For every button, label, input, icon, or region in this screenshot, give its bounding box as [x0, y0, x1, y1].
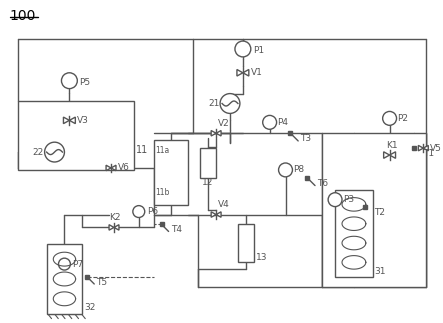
Text: T1: T1 — [424, 149, 435, 158]
Text: P6: P6 — [147, 207, 158, 216]
Text: V5: V5 — [430, 144, 442, 152]
Text: P3: P3 — [343, 195, 354, 204]
Text: T5: T5 — [96, 277, 107, 287]
Circle shape — [220, 94, 240, 113]
Circle shape — [328, 193, 342, 207]
Text: 32: 32 — [84, 303, 96, 312]
Circle shape — [45, 142, 64, 162]
Circle shape — [133, 206, 145, 217]
Text: K1: K1 — [387, 141, 398, 150]
Text: 13: 13 — [256, 253, 267, 262]
Polygon shape — [424, 145, 428, 151]
Bar — [335, 190, 373, 277]
Text: 11a: 11a — [155, 146, 170, 155]
Circle shape — [383, 111, 396, 125]
Polygon shape — [418, 145, 424, 151]
Polygon shape — [211, 130, 216, 136]
Text: K2: K2 — [109, 213, 120, 222]
Text: T6: T6 — [317, 179, 328, 188]
Circle shape — [235, 41, 251, 57]
Polygon shape — [63, 117, 70, 124]
Bar — [47, 244, 82, 314]
Bar — [322, 133, 426, 287]
Text: 22: 22 — [33, 148, 44, 157]
Text: 11b: 11b — [155, 188, 170, 197]
Polygon shape — [384, 152, 389, 158]
Polygon shape — [106, 165, 111, 171]
Circle shape — [62, 73, 78, 89]
Text: 11: 11 — [136, 145, 148, 155]
Text: V3: V3 — [78, 116, 89, 125]
Circle shape — [263, 115, 276, 129]
Polygon shape — [70, 117, 75, 124]
Polygon shape — [216, 130, 221, 136]
Text: 21: 21 — [208, 99, 220, 108]
Bar — [200, 148, 216, 178]
Text: V6: V6 — [118, 163, 130, 172]
Polygon shape — [216, 212, 221, 217]
Text: P1: P1 — [253, 47, 264, 56]
Text: 12: 12 — [202, 178, 214, 187]
Text: T3: T3 — [300, 134, 311, 143]
Polygon shape — [237, 69, 243, 76]
Bar — [154, 140, 188, 205]
Polygon shape — [211, 212, 216, 217]
Text: V2: V2 — [218, 119, 230, 128]
Text: V4: V4 — [218, 200, 230, 209]
Text: P4: P4 — [278, 118, 288, 127]
Text: P7: P7 — [72, 260, 83, 269]
Text: 100: 100 — [10, 9, 36, 23]
Text: T4: T4 — [171, 225, 182, 234]
Circle shape — [279, 163, 292, 177]
Text: P8: P8 — [293, 165, 304, 174]
Text: V1: V1 — [251, 68, 263, 77]
Circle shape — [58, 258, 70, 270]
Text: P2: P2 — [397, 114, 408, 123]
Text: P5: P5 — [79, 78, 90, 87]
Polygon shape — [109, 225, 114, 230]
Bar — [238, 224, 254, 262]
Bar — [18, 100, 134, 170]
Polygon shape — [389, 152, 396, 158]
Text: T2: T2 — [374, 208, 385, 217]
Polygon shape — [111, 165, 116, 171]
Polygon shape — [243, 69, 249, 76]
Text: 31: 31 — [375, 266, 386, 276]
Polygon shape — [114, 225, 119, 230]
